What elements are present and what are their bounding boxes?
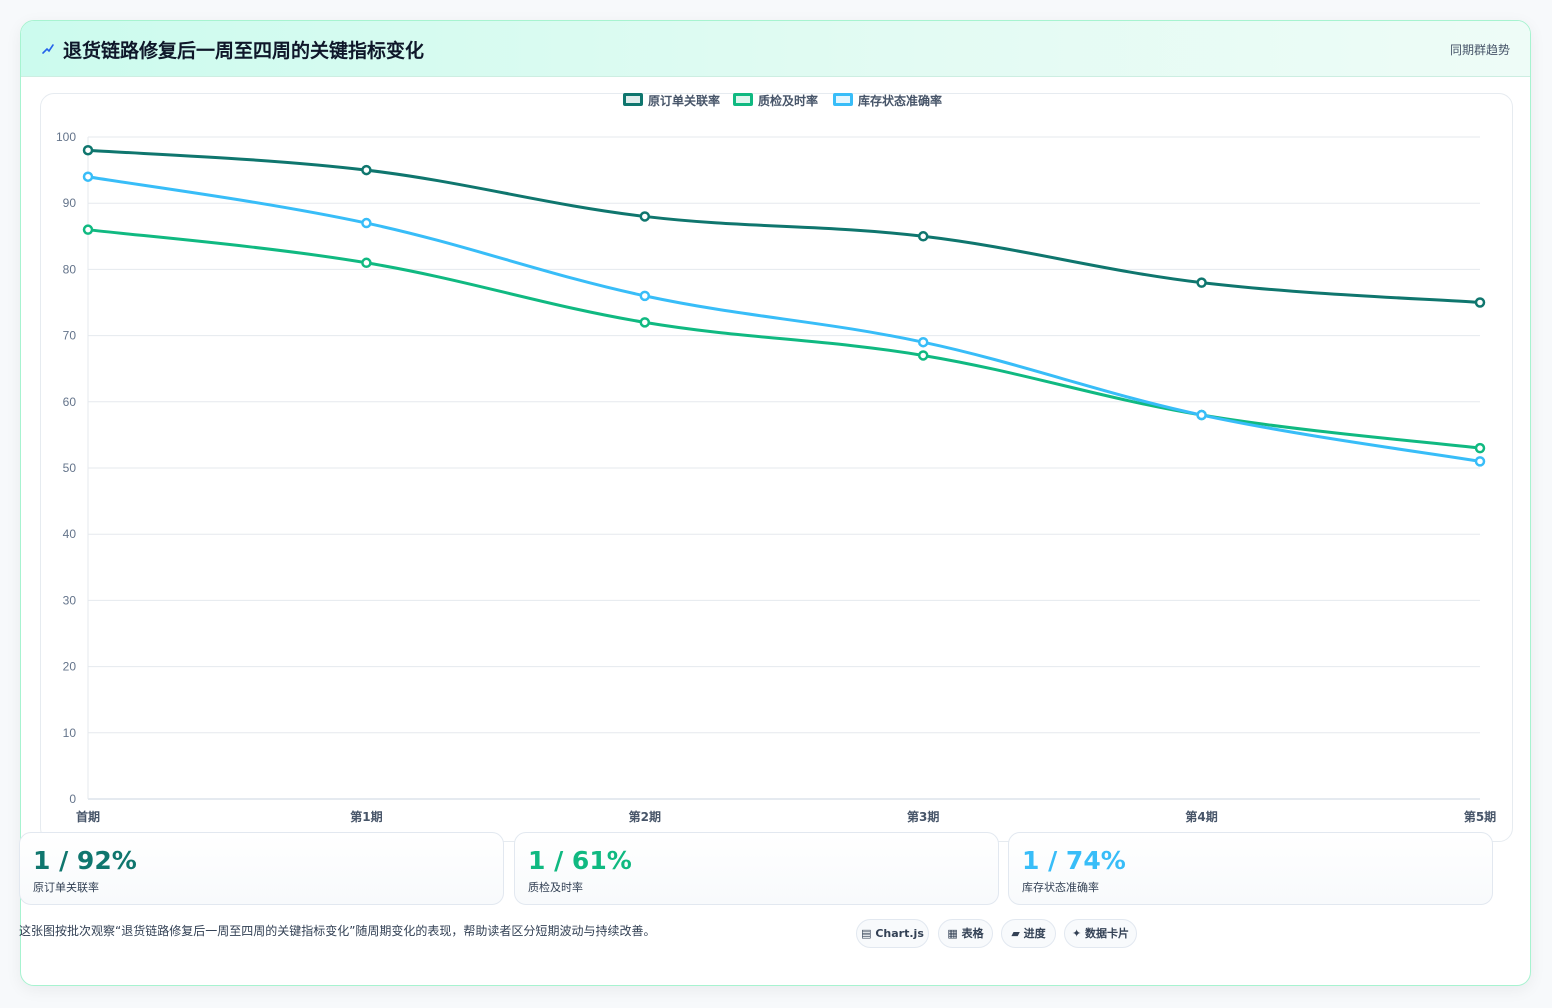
- x-tick-label: 首期: [76, 809, 100, 824]
- y-tick-label: 50: [63, 461, 77, 475]
- stat-value: 1 / 61%: [528, 846, 632, 875]
- stat-label: 原订单关联率: [33, 881, 99, 894]
- x-tick-label: 第1期: [350, 809, 382, 824]
- data-point: [82, 224, 94, 235]
- stat-card: 1 / 92% 原订单关联率: [19, 832, 504, 905]
- data-point: [1196, 409, 1207, 421]
- stat-cards: 1 / 92% 原订单关联率 1 / 61% 质检及时率 1 / 74% 库存状…: [19, 832, 1493, 905]
- chart-icon: ▤: [861, 927, 876, 940]
- stat-label: 质检及时率: [528, 881, 583, 894]
- data-point: [1474, 456, 1486, 467]
- card-header: 退货链路修复后一周至四周的关键指标变化 同期群趋势: [21, 21, 1530, 77]
- stat-card: 1 / 61% 质检及时率: [514, 832, 999, 905]
- x-tick-label: 第3期: [907, 809, 939, 824]
- data-point: [1474, 297, 1486, 308]
- y-tick-label: 0: [69, 792, 76, 806]
- y-tick-label: 20: [63, 660, 77, 674]
- x-tick-label: 第2期: [629, 809, 661, 824]
- data-point: [917, 350, 929, 361]
- tag-label: 表格: [961, 927, 984, 940]
- series-line: [87, 228, 1481, 450]
- tag-chartjs[interactable]: ▤ Chart.js: [856, 919, 929, 948]
- data-point: [361, 257, 372, 269]
- footer-note: 这张图按批次观察“退货链路修复后一周至四周的关键指标变化”随周期变化的表现，帮助…: [19, 924, 656, 938]
- data-point: [361, 217, 372, 229]
- stat-value: 1 / 74%: [1022, 846, 1126, 875]
- data-point: [82, 171, 94, 182]
- stat-value: 1 / 92%: [33, 846, 137, 875]
- stat-card: 1 / 74% 库存状态准确率: [1008, 832, 1493, 905]
- series-line: [87, 148, 1481, 304]
- data-point: [917, 336, 929, 348]
- x-tick-label: 第4期: [1185, 809, 1217, 824]
- y-tick-label: 70: [63, 329, 77, 343]
- legend-label: 原订单关联率: [648, 94, 721, 108]
- tag-data-card[interactable]: ✦ 数据卡片: [1064, 919, 1137, 948]
- data-point: [1196, 277, 1207, 288]
- y-tick-label: 100: [56, 130, 76, 144]
- table-icon: ▦: [947, 927, 962, 940]
- tag-label: 数据卡片: [1085, 927, 1130, 940]
- tag-progress[interactable]: ▰ 进度: [1001, 919, 1056, 948]
- data-point: [1474, 442, 1486, 454]
- y-tick-label: 10: [63, 726, 77, 740]
- legend-label: 质检及时率: [758, 94, 819, 108]
- data-point: [361, 164, 372, 176]
- trend-icon: [42, 44, 54, 54]
- y-tick-label: 90: [63, 196, 77, 210]
- progress-icon: ▰: [1011, 927, 1024, 940]
- data-point: [639, 211, 651, 222]
- stat-label: 库存状态准确率: [1022, 881, 1099, 894]
- y-tick-label: 80: [63, 262, 77, 276]
- line-chart: 0 10 20 30 40 50 60 70 80 90 100 首期 第1期 第2期 第3期 第4期 第5期: [56, 130, 1496, 824]
- legend-swatch: [833, 93, 853, 106]
- series-line: [87, 175, 1481, 463]
- y-tick-label: 60: [63, 395, 77, 409]
- data-point: [917, 231, 929, 242]
- chart-legend[interactable]: 原订单关联率 质检及时率 库存状态准确率: [0, 91, 1552, 111]
- y-tick-label: 40: [63, 527, 77, 541]
- data-point: [82, 144, 94, 156]
- sparkle-icon: ✦: [1071, 927, 1086, 940]
- data-point: [639, 317, 651, 328]
- tag-label: Chart.js: [875, 927, 924, 940]
- page-title: 退货链路修复后一周至四周的关键指标变化: [63, 40, 425, 62]
- x-tick-label: 第5期: [1464, 809, 1496, 824]
- tag-table[interactable]: ▦ 表格: [938, 919, 993, 948]
- data-point: [639, 290, 651, 302]
- y-tick-label: 30: [63, 593, 77, 607]
- header-badge: 同期群趋势: [1449, 43, 1510, 57]
- tag-label: 进度: [1023, 927, 1046, 940]
- legend-swatch: [623, 93, 643, 106]
- legend-label: 库存状态准确率: [858, 94, 943, 108]
- legend-swatch: [733, 93, 753, 106]
